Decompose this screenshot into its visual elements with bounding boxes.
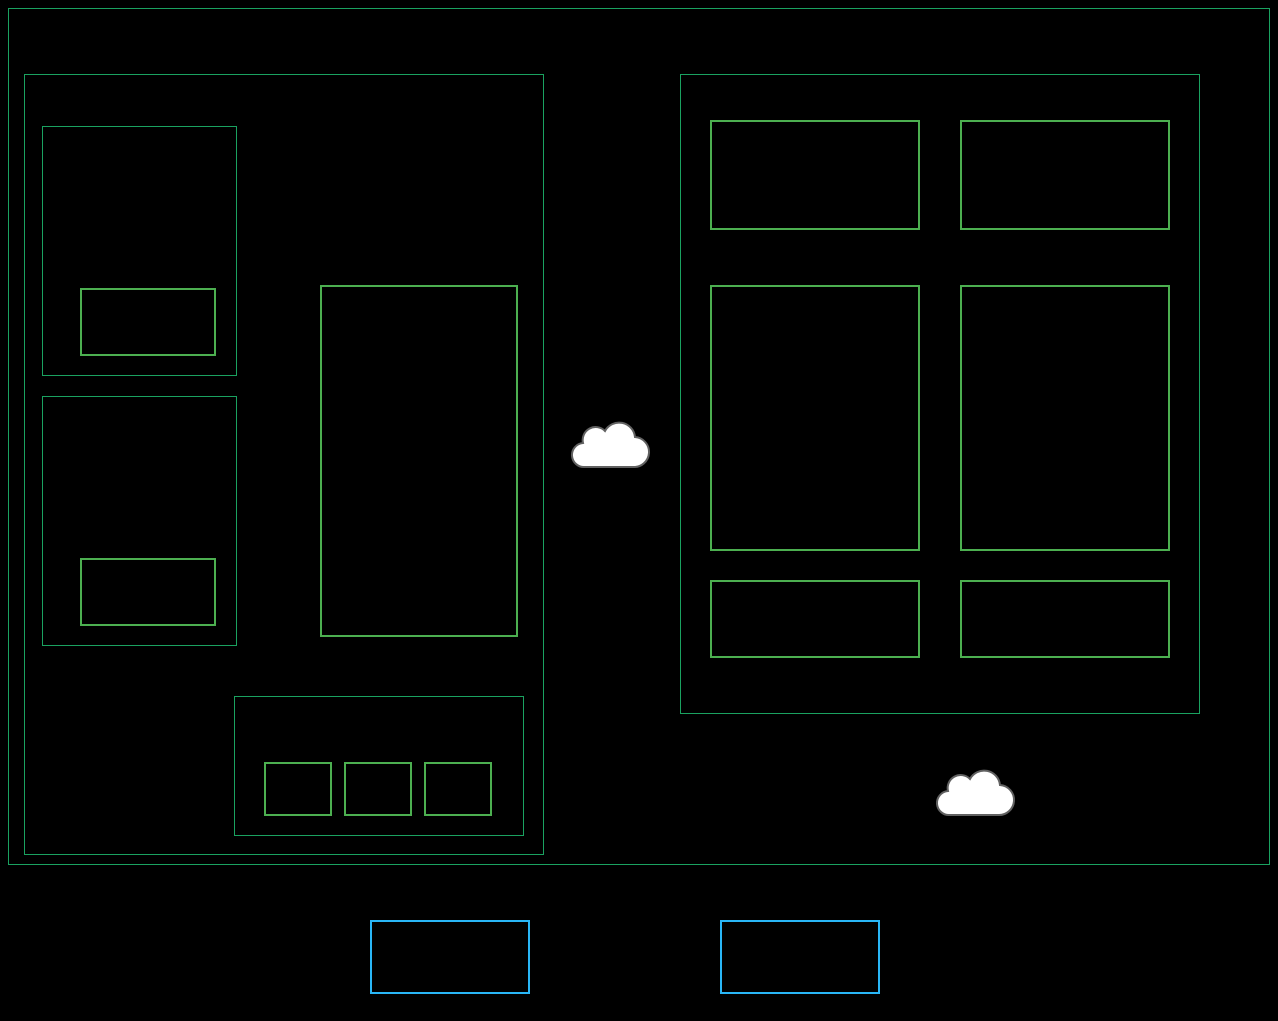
cloud-icon — [565, 409, 655, 471]
diagram-canvas — [0, 0, 1278, 1021]
right-mid-2 — [960, 285, 1170, 551]
footer-1 — [370, 920, 530, 994]
right-mid-1 — [710, 285, 920, 551]
right-top-2 — [960, 120, 1170, 230]
left-bottom-chip-2 — [344, 762, 412, 816]
left-tall — [320, 285, 518, 637]
left-card-2-inner — [80, 558, 216, 626]
right-bot-2 — [960, 580, 1170, 658]
footer-2 — [720, 920, 880, 994]
left-bottom-chip-3 — [424, 762, 492, 816]
left-bottom-chip-1 — [264, 762, 332, 816]
right-top-1 — [710, 120, 920, 230]
right-bot-1 — [710, 580, 920, 658]
cloud-icon — [930, 757, 1020, 819]
left-card-1-inner — [80, 288, 216, 356]
